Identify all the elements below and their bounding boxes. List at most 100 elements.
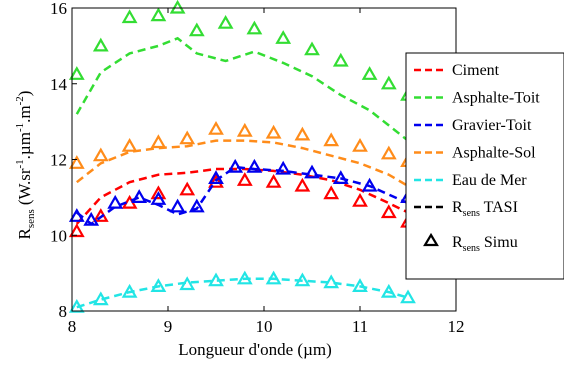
simu-point	[83, 211, 100, 226]
simu-point	[150, 134, 167, 149]
legend-simu-label: Rsens Simu	[452, 234, 518, 254]
x-tick-label: 8	[68, 317, 77, 336]
y-axis-label-main: R	[15, 227, 34, 239]
simu-point	[265, 124, 282, 139]
simu-point	[246, 20, 263, 35]
simu-point	[208, 170, 224, 184]
y-tick-label: 12	[50, 151, 67, 170]
simu-point	[380, 204, 397, 219]
simu-point	[92, 147, 109, 162]
simu-point	[227, 158, 244, 173]
simu-point	[361, 177, 378, 192]
y-axis-label-sup2: -1	[14, 123, 26, 132]
simu-point	[304, 164, 320, 179]
simu-point	[188, 198, 205, 213]
x-axis-label: Longueur d'onde (µm)	[178, 340, 332, 359]
simu-point	[323, 274, 340, 289]
simu-point	[361, 66, 378, 80]
series-0	[68, 167, 416, 238]
y-axis-label-sub: sens	[25, 209, 37, 228]
simu-point	[294, 272, 311, 287]
legend-tasi-label: Rsens TASI	[452, 199, 518, 219]
x-tick-label: 11	[352, 317, 368, 336]
y-tick-label: 16	[50, 0, 67, 18]
y-axis-label-units: (W.sr	[15, 168, 34, 205]
simu-point	[169, 198, 186, 213]
simu-point	[265, 173, 282, 188]
simu-point	[150, 278, 167, 292]
simu-point	[380, 283, 397, 298]
simu-point	[92, 291, 109, 306]
simu-point	[179, 181, 196, 196]
simu-point	[68, 223, 85, 238]
simu-point	[380, 75, 397, 90]
tasi-line-4	[76, 277, 409, 309]
series-4	[68, 270, 416, 313]
simu-point	[131, 189, 148, 203]
simu-point	[107, 194, 124, 209]
series-2	[68, 158, 416, 226]
simu-point	[323, 132, 340, 147]
simu-point	[265, 270, 282, 285]
simu-point	[332, 52, 349, 67]
simu-point	[68, 208, 85, 222]
simu-point	[92, 37, 109, 52]
legend-label-0: Ciment	[452, 62, 500, 79]
y-axis-label-sup3: -2	[14, 96, 26, 105]
legend-simu-marker	[423, 232, 439, 247]
simu-point	[236, 172, 253, 186]
simu-point	[150, 191, 167, 205]
simu-point	[68, 66, 85, 80]
simu-point	[275, 160, 292, 175]
series-1	[68, 0, 416, 142]
y-axis-label-end: )	[15, 91, 34, 97]
simu-point	[236, 270, 253, 285]
x-tick-label: 12	[448, 317, 465, 336]
y-tick-label: 8	[59, 302, 68, 321]
simu-point	[208, 173, 224, 188]
y-axis-label-mid2: .m	[15, 105, 34, 122]
simu-point	[352, 278, 368, 292]
legend-label-4: Eau de Mer	[452, 172, 527, 189]
x-tick-label: 10	[256, 317, 273, 336]
plot-area	[68, 0, 416, 313]
simu-point	[332, 170, 349, 184]
simu-point	[68, 155, 85, 169]
simu-point	[294, 177, 311, 192]
simu-point	[380, 145, 397, 160]
simu-point	[275, 30, 292, 44]
simu-point	[121, 137, 138, 152]
y-axis-label-sup1: -1	[14, 159, 26, 168]
simu-point	[246, 158, 263, 173]
legend-box	[405, 52, 564, 280]
svg-text:Rsens(W.sr-1.µm-1.m-2): Rsens(W.sr-1.µm-1.m-2)	[14, 91, 37, 240]
simu-point	[179, 130, 196, 145]
y-tick-label: 10	[50, 226, 67, 245]
simu-point	[294, 126, 311, 141]
legend-label-3: Asphalte-Sol	[452, 145, 536, 162]
simu-point	[121, 9, 138, 24]
simu-point	[304, 41, 320, 56]
x-tick-label: 9	[164, 317, 173, 336]
legend-label-2: Gravier-Toit	[452, 117, 532, 134]
axis-ticks: 8 9 10 11 12 8 10 12 14 16	[50, 0, 465, 336]
simu-point	[217, 14, 234, 29]
simu-point	[150, 185, 167, 200]
simu-point	[121, 283, 138, 298]
y-axis-label: Rsens(W.sr-1.µm-1.m-2)	[14, 91, 37, 240]
simu-point	[179, 276, 196, 291]
simu-point	[400, 289, 416, 304]
tasi-line-2	[76, 165, 409, 226]
y-tick-label: 14	[50, 75, 68, 94]
simu-point	[188, 22, 205, 37]
simu-point	[68, 298, 85, 313]
simu-point	[352, 192, 368, 207]
simu-point	[352, 137, 368, 152]
tasi-line-1	[75, 36, 409, 142]
simu-point	[208, 120, 224, 135]
legend: Ciment Asphalte-Toit Gravier-Toit Asphalte-…	[405, 52, 564, 280]
simu-point	[150, 7, 167, 22]
simu-point	[208, 272, 224, 287]
y-axis-label-mid: .µm	[15, 132, 34, 159]
